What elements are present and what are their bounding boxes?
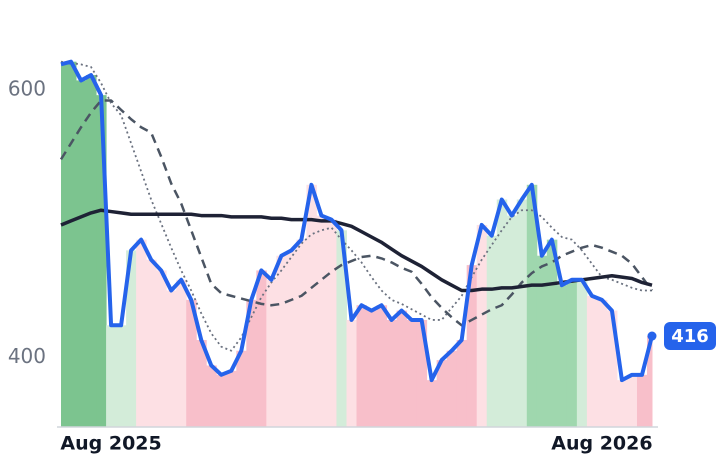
price-fill [376,305,388,427]
price-fill [616,380,628,427]
last-value-label: 416 [671,326,709,347]
y-tick-label: 600 [8,76,46,100]
price-fill [506,215,518,427]
price-fill [66,61,77,428]
price-fill [116,325,127,427]
price-fill [86,75,97,427]
last-value-badge [664,322,716,351]
price-fill [286,250,297,427]
price-fill [216,374,227,427]
price-fill [386,319,398,427]
price-fill [446,350,458,427]
price-fill [126,250,137,427]
price-fill [586,295,598,427]
price-fill [346,319,357,427]
price-fill [336,230,347,427]
price-fill [606,310,618,427]
price-fill [566,279,578,427]
price-fill [366,310,378,427]
price-fill [106,325,117,427]
price-fill [146,259,157,427]
price-fill [526,184,538,427]
price-fill [496,199,508,427]
price-fill [326,219,337,427]
price-fill [196,340,207,427]
price-fill [426,380,438,427]
price-fill [61,64,67,427]
price-fill [306,184,317,427]
price-fill [236,350,247,427]
price-fill [136,239,147,427]
price-fill [186,299,197,427]
series-line [60,208,653,293]
price-fill [436,360,448,427]
y-tick-label: 400 [8,344,46,368]
price-fill [176,279,187,427]
price-fill [166,290,177,427]
x-tick-label: Aug 2026 [551,433,652,455]
price-fill [486,235,498,427]
price-fill [356,305,368,427]
price-fill [546,239,558,427]
price-fill [316,215,327,427]
price-fill [226,370,237,427]
price-fill [466,265,478,427]
price-fill [636,374,648,427]
price-fill [266,279,277,427]
price-fill [296,239,307,427]
price-fill [476,224,488,427]
price-fill [416,319,428,427]
price-fill [646,336,653,427]
price-fill [406,319,418,427]
x-tick-label: Aug 2025 [60,433,161,455]
price-fill [456,340,468,427]
price-fill [256,270,267,427]
price-fill [556,285,568,427]
series-line [59,99,654,327]
last-value-dot [647,331,657,341]
price-fill [626,374,638,427]
price-fill [76,80,87,427]
price-fill [96,95,107,427]
price-fill [576,279,588,427]
price-fill [396,310,408,427]
price-fill [156,270,167,427]
series-line [60,59,654,383]
price-fill [246,299,257,427]
price-fill [206,365,217,427]
price-fill [516,199,528,427]
price-fill [276,255,287,427]
price-fill [536,255,548,427]
price-fill [596,299,608,427]
